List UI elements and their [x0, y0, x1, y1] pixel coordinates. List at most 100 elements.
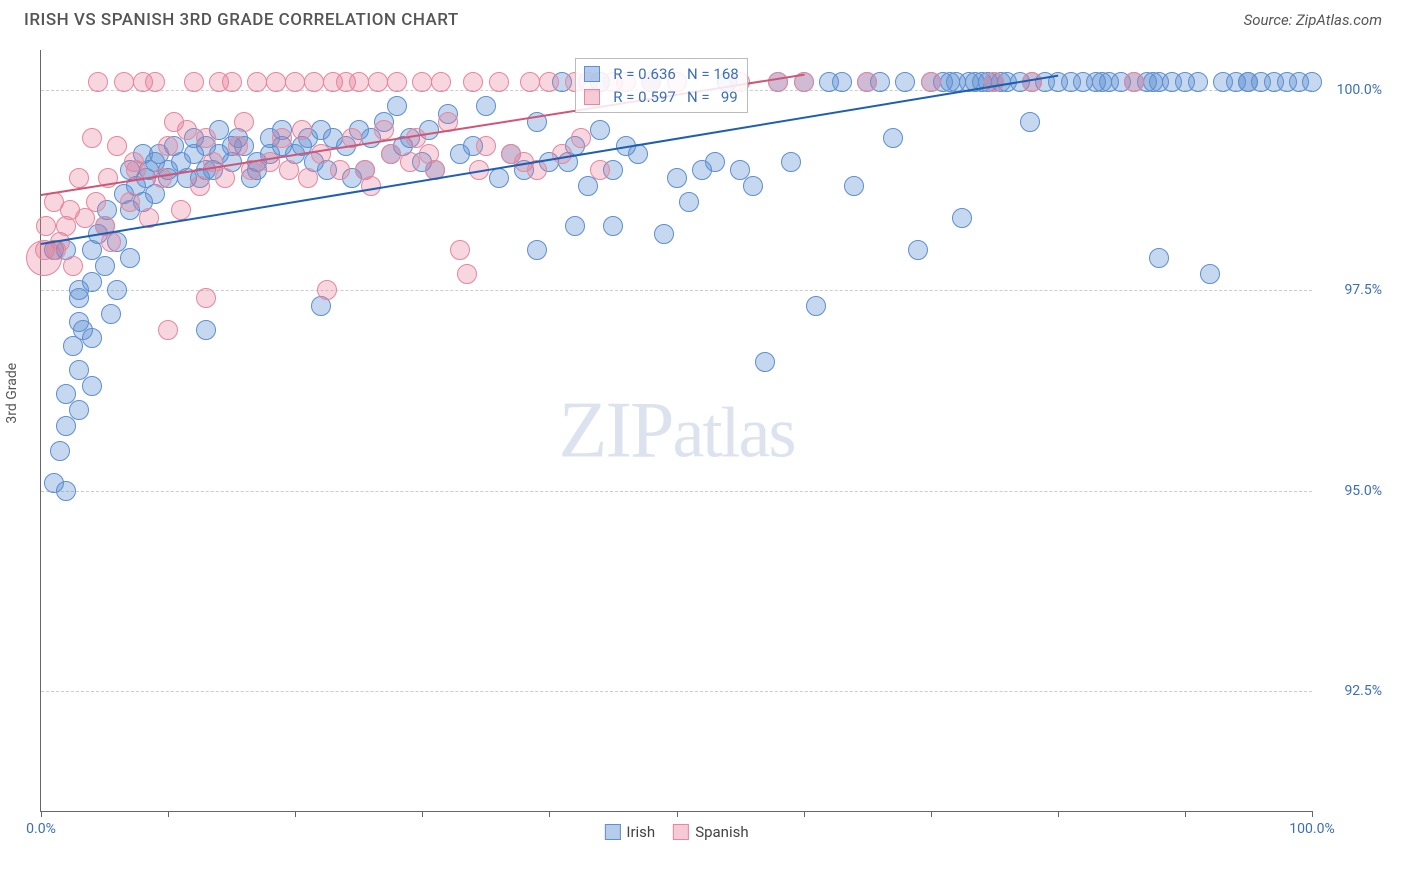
x-tick	[931, 811, 932, 817]
scatter-point	[387, 96, 407, 116]
y-tick-label: 97.5%	[1322, 282, 1382, 298]
scatter-point	[266, 72, 286, 92]
scatter-point	[571, 128, 591, 148]
scatter-point	[82, 376, 102, 396]
scatter-point	[158, 136, 178, 156]
x-tick-label: 0.0%	[26, 821, 56, 837]
scatter-point	[755, 352, 775, 372]
scatter-point	[279, 160, 299, 180]
scatter-point	[107, 136, 127, 156]
scatter-point	[247, 72, 267, 92]
scatter-point	[1124, 72, 1144, 92]
grid-line	[41, 691, 1312, 692]
scatter-point	[145, 72, 165, 92]
scatter-point	[368, 72, 388, 92]
scatter-point	[1149, 248, 1169, 268]
legend-row: R = 0.636 N = 168	[584, 63, 739, 86]
scatter-point	[781, 152, 801, 172]
scatter-point	[381, 144, 401, 164]
y-tick-label: 92.5%	[1322, 683, 1382, 699]
scatter-point	[476, 136, 496, 156]
scatter-point	[457, 264, 477, 284]
scatter-point	[82, 240, 102, 260]
scatter-point	[984, 72, 1004, 92]
scatter-point	[177, 120, 197, 140]
scatter-point	[374, 120, 394, 140]
x-tick	[804, 811, 805, 817]
scatter-point	[489, 168, 509, 188]
scatter-point	[298, 168, 318, 188]
scatter-point	[69, 288, 89, 308]
scatter-point	[768, 72, 788, 92]
legend-label: Irish	[626, 823, 655, 841]
scatter-point	[120, 192, 140, 212]
scatter-point	[82, 328, 102, 348]
scatter-point	[152, 168, 172, 188]
scatter-point	[400, 152, 420, 172]
scatter-point	[158, 320, 178, 340]
chart-title: IRISH VS SPANISH 3RD GRADE CORRELATION C…	[24, 10, 459, 30]
x-tick	[677, 811, 678, 817]
x-tick	[1312, 811, 1313, 817]
legend-swatch	[673, 824, 689, 840]
scatter-point	[69, 168, 89, 188]
scatter-point	[234, 112, 254, 132]
scatter-point	[184, 72, 204, 92]
watermark: ZIPatlas	[559, 385, 795, 476]
y-axis-title: 3rd Grade	[4, 363, 20, 424]
legend-label: Spanish	[695, 823, 748, 841]
scatter-point	[56, 481, 76, 501]
scatter-point	[806, 296, 826, 316]
scatter-point	[387, 72, 407, 92]
scatter-point	[476, 96, 496, 116]
scatter-point	[883, 128, 903, 148]
scatter-point	[590, 120, 610, 140]
scatter-point	[317, 280, 337, 300]
scatter-point	[667, 168, 687, 188]
legend-swatch	[584, 66, 600, 82]
scatter-point	[63, 256, 83, 276]
scatter-point	[921, 72, 941, 92]
scatter-point	[1302, 72, 1322, 92]
scatter-point	[489, 72, 509, 92]
scatter-point	[171, 200, 191, 220]
scatter-point	[832, 72, 852, 92]
scatter-point	[215, 168, 235, 188]
scatter-point	[679, 192, 699, 212]
y-tick-label: 95.0%	[1322, 483, 1382, 499]
scatter-point	[101, 232, 121, 252]
legend-item: Irish	[604, 823, 655, 841]
scatter-point	[222, 72, 242, 92]
scatter-point	[743, 176, 763, 196]
scatter-point	[101, 304, 121, 324]
scatter-point	[705, 152, 725, 172]
scatter-point	[196, 320, 216, 340]
x-tick	[422, 811, 423, 817]
watermark-big: ZIP	[559, 386, 673, 474]
grid-line	[41, 290, 1312, 291]
scatter-point	[1188, 72, 1208, 92]
scatter-point	[952, 208, 972, 228]
scatter-point	[260, 152, 280, 172]
x-tick	[1185, 811, 1186, 817]
series-legend: Irish Spanish	[604, 823, 748, 841]
scatter-point	[908, 240, 928, 260]
chart-area: 3rd Grade ZIPatlas 92.5%95.0%97.5%100.0%…	[40, 50, 1382, 842]
scatter-point	[578, 176, 598, 196]
scatter-point	[95, 256, 115, 276]
legend-text: R = 0.636 N = 168	[606, 63, 739, 86]
scatter-point	[450, 240, 470, 260]
scatter-point	[412, 72, 432, 92]
scatter-point	[1200, 264, 1220, 284]
scatter-point	[603, 216, 623, 236]
legend-swatch	[584, 89, 600, 105]
chart-header: IRISH VS SPANISH 3RD GRADE CORRELATION C…	[0, 0, 1406, 38]
scatter-point	[552, 144, 572, 164]
scatter-point	[107, 280, 127, 300]
scatter-point	[520, 72, 540, 92]
scatter-point	[285, 72, 305, 92]
scatter-point	[196, 288, 216, 308]
legend-swatch	[604, 824, 620, 840]
scatter-point	[82, 128, 102, 148]
scatter-point	[330, 160, 350, 180]
